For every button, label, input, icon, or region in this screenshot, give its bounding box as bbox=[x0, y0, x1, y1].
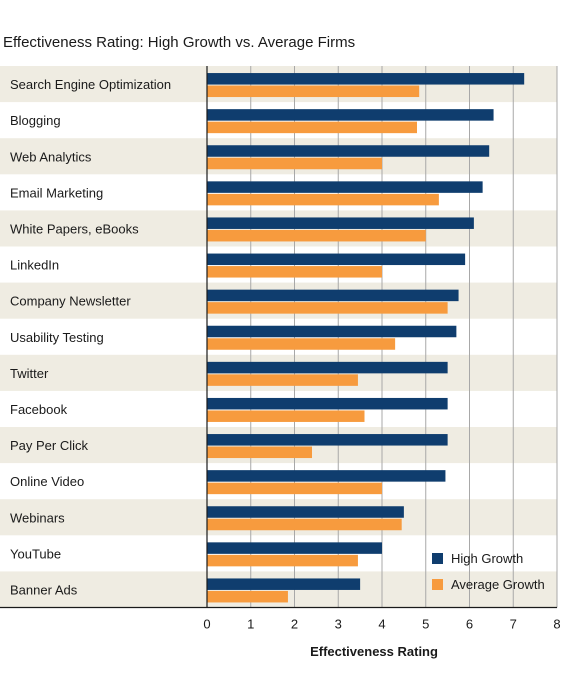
category-label: LinkedIn bbox=[10, 258, 59, 273]
x-tick-label: 6 bbox=[466, 617, 473, 632]
x-tick-label: 2 bbox=[291, 617, 298, 632]
bar-high-growth bbox=[207, 325, 457, 338]
bar-average-growth bbox=[207, 374, 358, 386]
category-label: Online Video bbox=[10, 474, 84, 489]
category-label: Usability Testing bbox=[10, 330, 104, 345]
bar-average-growth bbox=[207, 554, 358, 567]
bar-average-growth bbox=[207, 446, 312, 459]
bar-high-growth bbox=[207, 434, 448, 446]
bar-average-growth bbox=[207, 590, 288, 603]
x-tick-label: 0 bbox=[203, 617, 210, 632]
bar-average-growth bbox=[207, 229, 426, 242]
bar-high-growth bbox=[207, 109, 494, 121]
category-label: Twitter bbox=[10, 366, 49, 381]
chart-title: Effectiveness Rating: High Growth vs. Av… bbox=[3, 34, 355, 51]
bar-average-growth bbox=[207, 266, 382, 278]
category-label: Web Analytics bbox=[10, 149, 92, 164]
bar-high-growth bbox=[207, 217, 474, 229]
legend-swatch bbox=[432, 579, 443, 590]
x-tick-label: 4 bbox=[378, 617, 385, 632]
bar-high-growth bbox=[207, 578, 361, 590]
category-label: White Papers, eBooks bbox=[10, 221, 139, 236]
x-tick-label: 7 bbox=[510, 617, 517, 632]
bar-high-growth bbox=[207, 289, 459, 302]
bar-high-growth bbox=[207, 542, 382, 554]
bar-high-growth bbox=[207, 73, 525, 85]
bar-average-growth bbox=[207, 338, 396, 350]
bar-average-growth bbox=[207, 157, 382, 170]
bar-average-growth bbox=[207, 302, 448, 314]
bar-average-growth bbox=[207, 410, 365, 422]
bar-high-growth bbox=[207, 397, 448, 410]
bars bbox=[207, 73, 525, 603]
x-axis-title: Effectiveness Rating bbox=[310, 644, 438, 659]
bar-average-growth bbox=[207, 121, 417, 134]
category-label: Pay Per Click bbox=[10, 438, 89, 453]
x-tick-label: 5 bbox=[422, 617, 429, 632]
bar-average-growth bbox=[207, 85, 420, 98]
bar-high-growth bbox=[207, 181, 483, 193]
x-tick-label: 8 bbox=[553, 617, 560, 632]
x-tick-labels: 0 1 2 3 4 5 6 7 8 bbox=[203, 617, 560, 632]
bar-average-growth bbox=[207, 482, 382, 495]
bar-high-growth bbox=[207, 506, 404, 518]
bar-average-growth bbox=[207, 518, 402, 531]
category-label: Search Engine Optimization bbox=[10, 77, 171, 92]
bar-high-growth bbox=[207, 470, 446, 482]
bar-high-growth bbox=[207, 145, 490, 157]
category-label: Banner Ads bbox=[10, 582, 78, 597]
legend-label: High Growth bbox=[451, 551, 523, 566]
category-label: Blogging bbox=[10, 113, 61, 128]
legend: High Growth Average Growth bbox=[432, 551, 545, 592]
x-tick-label: 1 bbox=[247, 617, 254, 632]
bar-high-growth bbox=[207, 253, 466, 266]
axes bbox=[0, 66, 557, 609]
x-tick-label: 3 bbox=[335, 617, 342, 632]
legend-swatch bbox=[432, 553, 443, 564]
category-labels: Search Engine Optimization Blogging Web An… bbox=[10, 77, 171, 597]
bar-average-growth bbox=[207, 193, 439, 206]
bar-high-growth bbox=[207, 361, 448, 374]
category-label: YouTube bbox=[10, 546, 61, 561]
legend-label: Average Growth bbox=[451, 577, 545, 592]
category-label: Facebook bbox=[10, 402, 68, 417]
category-label: Email Marketing bbox=[10, 185, 103, 200]
category-label: Company Newsletter bbox=[10, 294, 131, 309]
category-label: Webinars bbox=[10, 510, 65, 525]
